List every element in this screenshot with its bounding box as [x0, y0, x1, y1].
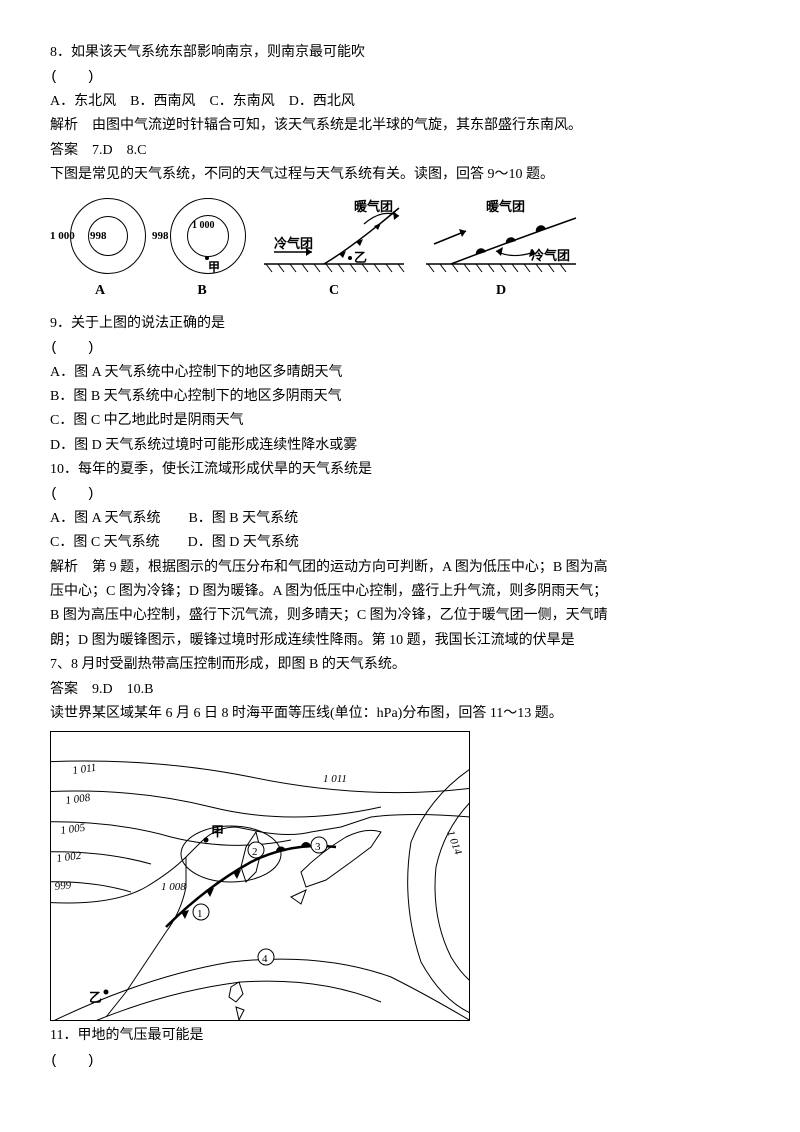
svg-text:1: 1	[197, 908, 203, 920]
svg-text:1 008: 1 008	[65, 792, 92, 807]
jiexi910-l2: 压中心；C 图为冷锋；D 图为暖锋。A 图为低压中心控制，盛行上升气流，则多阴雨…	[50, 581, 750, 603]
diagram-b-inner: 1 000	[192, 218, 215, 234]
q8-stem: 8．如果该天气系统东部影响南京，则南京最可能吹	[50, 42, 750, 64]
q10-stem: 10．每年的夏季，使长江流域形成伏旱的天气系统是	[50, 459, 750, 481]
jiexi910-l4: 朗；D 图为暖锋图示，暖锋过境时形成连续性降雨。第 10 题，我国长江流域的伏旱…	[50, 630, 750, 652]
svg-text:4: 4	[262, 953, 268, 965]
warm-front-svg: 暖气团 冷气团	[416, 196, 586, 276]
diagram-a-outer: 1 000	[50, 228, 75, 246]
diagram-d-label: D	[496, 280, 506, 302]
d-cold-label: 冷气团	[531, 248, 570, 263]
pressure-map-svg: 1 011 1 008 1 005 1 002 999 1 008 1 011 …	[51, 732, 470, 1021]
svg-text:1 011: 1 011	[72, 762, 97, 777]
weather-diagram-row: 1 000 998 A 998 1 000 甲 B	[50, 196, 750, 302]
q10-paren: ( )	[50, 483, 750, 505]
c-yi-label: 乙	[354, 250, 367, 265]
intro-9-10: 下图是常见的天气系统，不同的天气过程与天气系统有关。读图，回答 9～10 题。	[50, 164, 750, 186]
intro-11-13: 读世界某区域某年 6 月 6 日 8 时海平面等压线(单位：hPa)分布图，回答…	[50, 703, 750, 725]
q10-line2: C．图 C 天气系统 D．图 D 天气系统	[50, 532, 750, 554]
jiexi910-l1: 解析 第 9 题，根据图示的气压分布和气团的运动方向可判断，A 图为低压中心；B…	[50, 557, 750, 579]
c-warm-label: 暖气团	[354, 199, 393, 214]
q8-options: A．东北风 B．西南风 C．东南风 D．西北风	[50, 91, 750, 113]
diagram-b-jia: 甲	[208, 258, 220, 277]
diagram-b: 998 1 000 甲 B	[152, 196, 252, 302]
jiexi910-l5: 7、8 月时受副热带高压控制而形成，即图 B 的天气系统。	[50, 654, 750, 676]
svg-text:1 005: 1 005	[60, 822, 87, 837]
pressure-map: 1 011 1 008 1 005 1 002 999 1 008 1 011 …	[50, 731, 470, 1021]
q10-line1: A．图 A 天气系统 B．图 B 天气系统	[50, 508, 750, 530]
diagram-c-label: C	[329, 280, 339, 302]
diagram-b-label: B	[197, 280, 206, 302]
cold-front-svg: 暖气团 冷气团 乙	[254, 196, 414, 276]
diagram-b-outer: 998	[152, 228, 169, 246]
svg-text:1 008: 1 008	[161, 881, 186, 893]
svg-text:3: 3	[315, 841, 321, 853]
jiexi910-ans: 答案 9.D 10.B	[50, 679, 750, 701]
map-yi: 乙	[89, 990, 102, 1005]
q9-stem: 9．关于上图的说法正确的是	[50, 313, 750, 335]
q8-paren: ( )	[50, 66, 750, 88]
c-cold-label: 冷气团	[274, 236, 313, 251]
jiexi910-l3: B 图为高压中心控制，盛行下沉气流，则多晴天；C 图为冷锋，乙位于暖气团一侧，天…	[50, 605, 750, 627]
q11-paren: ( )	[50, 1050, 750, 1072]
svg-text:2: 2	[252, 846, 258, 858]
diagram-c: 暖气团 冷气团 乙 C	[254, 196, 414, 302]
q9-optB: B．图 B 天气系统中心控制下的地区多阴雨天气	[50, 386, 750, 408]
map-jia: 甲	[211, 824, 224, 839]
diagram-a-label: A	[95, 280, 105, 302]
q9-paren: ( )	[50, 337, 750, 359]
svg-text:1 011: 1 011	[323, 773, 347, 785]
diagram-a: 1 000 998 A	[50, 196, 150, 302]
svg-text:1 014: 1 014	[444, 829, 464, 857]
q9-optD: D．图 D 天气系统过境时可能形成连续性降水或雾	[50, 435, 750, 457]
d-warm-label: 暖气团	[486, 199, 525, 214]
q9-optC: C．图 C 中乙地此时是阴雨天气	[50, 410, 750, 432]
q9-optA: A．图 A 天气系统中心控制下的地区多晴朗天气	[50, 362, 750, 384]
q8-jiexi: 解析 由图中气流逆时针辐合可知，该天气系统是北半球的气旋，其东部盛行东南风。	[50, 115, 750, 137]
diagram-a-inner: 998	[90, 228, 107, 246]
svg-text:1 002: 1 002	[56, 850, 83, 865]
q8-answer: 答案 7.D 8.C	[50, 140, 750, 162]
q11-stem: 11．甲地的气压最可能是	[50, 1025, 750, 1047]
diagram-d: 暖气团 冷气团 D	[416, 196, 586, 302]
svg-text:999: 999	[54, 880, 72, 894]
